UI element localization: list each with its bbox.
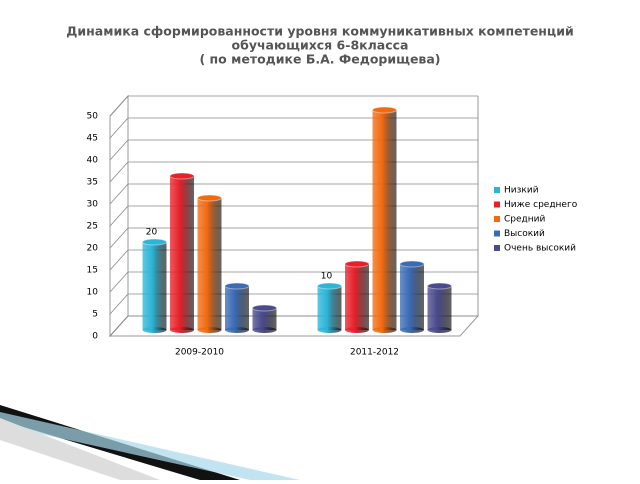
data-label: 20	[146, 228, 158, 238]
y-tick-label: 45	[87, 134, 98, 144]
bar-top	[427, 282, 452, 290]
y-tick-label: 25	[87, 222, 98, 232]
bar	[400, 264, 424, 330]
bar-base	[197, 327, 222, 333]
bar	[225, 286, 249, 330]
grid-line	[109, 227, 478, 249]
grid-line	[109, 249, 478, 271]
grid-line	[109, 161, 478, 183]
chart-title: обучающихся 6-8класса	[232, 38, 409, 53]
y-tick-label: 35	[87, 178, 98, 188]
bar-base	[345, 327, 369, 333]
y-tick-label: 40	[87, 156, 99, 166]
bar-base	[142, 327, 167, 333]
legend-label: Высокий	[504, 229, 545, 239]
y-tick-label: 10	[87, 288, 99, 298]
bar-top	[169, 172, 195, 180]
bar-top	[197, 194, 222, 202]
grid-line	[109, 117, 478, 139]
y-tick-label: 0	[92, 332, 98, 342]
bar-top	[142, 238, 167, 246]
chart-title: Динамика сформированности уровня коммуни…	[66, 24, 573, 39]
bar	[427, 286, 452, 330]
bar-base	[372, 327, 397, 333]
legend-swatch	[494, 245, 500, 251]
y-tick-label: 20	[87, 244, 99, 254]
bar-top	[399, 260, 425, 268]
grid-line	[109, 139, 478, 161]
legend-swatch	[494, 230, 500, 237]
bar	[345, 264, 369, 330]
x-tick-label: 2011-2012	[350, 348, 399, 358]
bar	[317, 286, 342, 330]
legend-label: Очень высокий	[504, 244, 576, 254]
y-tick-label: 50	[87, 112, 99, 122]
bar-base	[427, 327, 452, 333]
grid-line	[109, 95, 478, 117]
bar-top	[224, 282, 250, 290]
y-tick-label: 15	[87, 266, 98, 276]
legend-label: Ниже среднего	[504, 200, 578, 210]
bar-top	[252, 304, 277, 312]
bar	[170, 176, 194, 330]
legend-swatch	[494, 187, 500, 193]
bar-top	[372, 106, 397, 114]
bar	[197, 198, 222, 330]
legend-label: Низкий	[504, 186, 539, 196]
bar-top	[317, 282, 342, 290]
decor-stripes	[0, 405, 300, 480]
legend-label: Средний	[504, 215, 545, 225]
bar	[252, 308, 277, 330]
bar-base	[400, 327, 424, 333]
data-label: 10	[321, 272, 333, 282]
bar-base	[252, 327, 277, 333]
bar-base	[225, 327, 249, 333]
legend-swatch	[494, 216, 500, 222]
y-tick-label: 30	[87, 200, 99, 210]
grid-line	[109, 205, 478, 227]
bar-base	[317, 327, 342, 333]
bar-top	[344, 260, 370, 268]
grid-line	[109, 183, 478, 205]
x-tick-label: 2009-2010	[175, 348, 224, 358]
bar	[142, 242, 167, 330]
y-tick-label: 5	[92, 310, 98, 320]
bar-base	[170, 327, 194, 333]
chart-title: ( по методике Б.А. Федорищева)	[199, 52, 440, 67]
legend-swatch	[494, 201, 500, 208]
bar	[372, 110, 397, 330]
